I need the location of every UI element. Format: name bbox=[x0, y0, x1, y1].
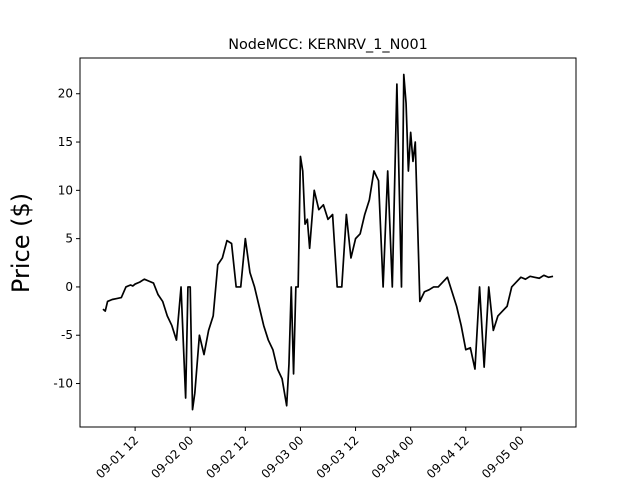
axes-frame bbox=[79, 57, 577, 428]
plot-area bbox=[102, 73, 554, 411]
y-tick-label: 5 bbox=[65, 232, 73, 246]
y-tick-label: 10 bbox=[58, 183, 73, 197]
y-tick-label: 0 bbox=[65, 280, 73, 294]
y-tick-label: 15 bbox=[58, 135, 73, 149]
y-axis-label: Price ($) bbox=[7, 193, 35, 293]
chart-title: NodeMCC: KERNRV_1_N001 bbox=[228, 37, 428, 53]
y-tick-label: 20 bbox=[58, 87, 73, 101]
y-tick-label: -10 bbox=[53, 377, 73, 391]
y-tick-label: -5 bbox=[61, 328, 73, 342]
price-series-line bbox=[102, 73, 554, 411]
